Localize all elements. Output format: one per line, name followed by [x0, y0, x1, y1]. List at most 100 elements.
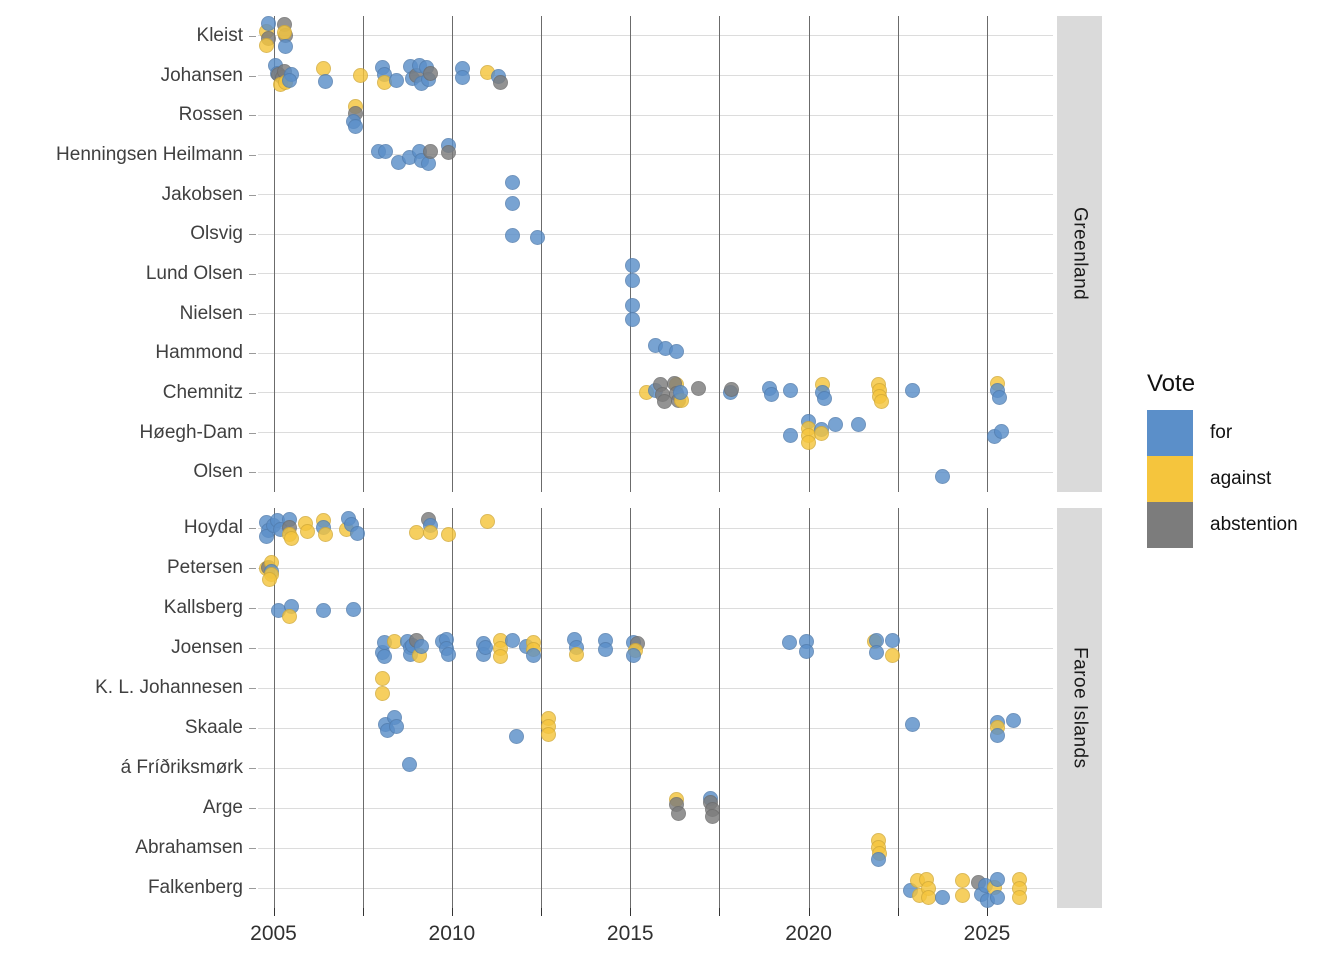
- vote-point-for: [990, 727, 1006, 743]
- year-gridline: [541, 508, 543, 908]
- y-tick: [249, 728, 256, 729]
- vote-point-for: [508, 728, 524, 744]
- legend-entry-abstention: abstention: [1147, 502, 1340, 548]
- vote-point-for: [346, 601, 362, 617]
- row-gridline: [258, 154, 1053, 156]
- y-tick: [249, 528, 256, 529]
- y-tick: [249, 194, 256, 196]
- vote-point-abstention: [690, 381, 706, 397]
- vote-point-for: [624, 258, 640, 274]
- legend-swatch-abstention: [1147, 502, 1193, 548]
- x-tick: [987, 908, 988, 916]
- vote-point-against: [874, 394, 890, 410]
- legend-entries: for against abstention: [1147, 410, 1340, 548]
- vote-point-against: [317, 526, 333, 542]
- legend-label: against: [1210, 468, 1272, 489]
- y-tick: [249, 154, 256, 156]
- vote-point-against: [440, 526, 456, 542]
- y-tick: [249, 608, 256, 609]
- row-gridline: [258, 194, 1053, 195]
- vote-point-for: [993, 424, 1009, 439]
- year-gridline: [897, 16, 899, 492]
- year-gridline: [362, 16, 364, 492]
- vote-point-against: [920, 889, 936, 905]
- vote-point-against: [954, 872, 970, 888]
- vote-point-for: [904, 716, 920, 732]
- vote-point-against: [276, 25, 292, 41]
- row-gridline: [258, 807, 1053, 809]
- vote-point-against: [480, 513, 496, 529]
- vote-point-against: [492, 648, 508, 664]
- y-tick: [249, 888, 256, 889]
- x-tick: [897, 908, 899, 916]
- vote-point-for: [389, 73, 405, 88]
- vote-point-against: [422, 524, 438, 540]
- vote-point-for: [349, 525, 365, 541]
- legend-label: abstention: [1210, 514, 1298, 535]
- vote-point-against: [813, 426, 829, 441]
- legend-swatch-for: [1147, 410, 1193, 456]
- vote-point-for: [817, 391, 833, 407]
- vote-point-for: [991, 390, 1007, 406]
- vote-point-for: [884, 632, 900, 648]
- facet-strip-label: Greenland: [1069, 207, 1091, 301]
- y-axis-label-joensen: Joensen: [171, 637, 243, 658]
- vote-point-for: [505, 632, 521, 648]
- vote-point-for: [315, 602, 331, 618]
- year-gridline: [808, 508, 810, 908]
- vote-point-against: [258, 38, 274, 54]
- vote-point-abstention: [492, 75, 508, 90]
- year-gridline: [630, 16, 632, 492]
- vote-point-for: [851, 417, 867, 432]
- vote-point-for: [990, 871, 1006, 887]
- vote-point-for: [934, 468, 950, 484]
- x-tick: [541, 908, 543, 916]
- row-gridline: [258, 647, 1053, 649]
- year-gridline: [273, 16, 275, 492]
- row-gridline: [258, 607, 1053, 609]
- y-axis-label-petersen: Petersen: [166, 557, 243, 578]
- y-tick: [249, 768, 256, 769]
- year-gridline: [362, 508, 364, 908]
- y-axis-label-arge: Arge: [202, 797, 243, 818]
- legend-entry-against: against: [1147, 456, 1340, 502]
- vote-point-against: [282, 608, 298, 624]
- panel-greenland: [258, 16, 1053, 492]
- y-tick: [249, 808, 256, 809]
- vote-point-for: [904, 383, 920, 399]
- y-axis-label-kallsberg: Kallsberg: [163, 597, 243, 618]
- vote-point-for: [376, 648, 392, 664]
- year-gridline: [541, 16, 543, 492]
- vote-point-for: [870, 851, 886, 867]
- vote-point-for: [317, 74, 333, 89]
- row-gridline: [258, 352, 1053, 354]
- y-axis-label-h-egh-dam: Høegh-Dam: [139, 421, 243, 443]
- y-axis-label-abrahamsen: Abrahamsen: [135, 837, 243, 858]
- y-axis-label-hammond: Hammond: [155, 342, 243, 364]
- vote-point-for: [478, 639, 494, 655]
- facet-strip-faroe-islands: Faroe Islands: [1057, 508, 1102, 908]
- row-gridline: [258, 567, 1053, 569]
- vote-point-against: [408, 524, 424, 540]
- y-axis-label-kleist: Kleist: [196, 24, 243, 46]
- y-axis-label-rossen: Rossen: [178, 104, 243, 126]
- y-axis-label--fr-riksm-rk: á Fríðriksmørk: [120, 757, 243, 778]
- vote-point-for: [624, 312, 640, 327]
- y-axis-label-chemnitz: Chemnitz: [162, 381, 243, 403]
- y-tick: [249, 432, 256, 434]
- vote-point-for: [783, 383, 799, 399]
- y-axis-label-skaale: Skaale: [184, 717, 243, 738]
- vote-point-for: [672, 385, 688, 401]
- vote-point-for: [260, 16, 276, 32]
- row-gridline: [258, 471, 1053, 473]
- year-gridline: [719, 16, 721, 492]
- x-axis-label-2015: 2015: [606, 922, 654, 945]
- y-axis-label-falkenberg: Falkenberg: [147, 877, 243, 898]
- vote-point-against: [1011, 889, 1027, 905]
- x-axis-label-2010: 2010: [428, 922, 476, 945]
- row-gridline: [258, 114, 1053, 116]
- y-axis-label-k-l-johannesen: K. L. Johannesen: [95, 677, 243, 698]
- vote-point-for: [763, 387, 779, 403]
- row-gridline: [258, 233, 1053, 235]
